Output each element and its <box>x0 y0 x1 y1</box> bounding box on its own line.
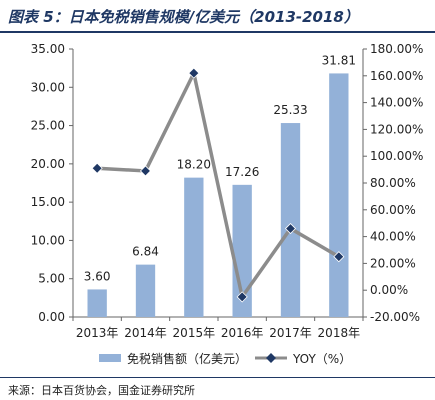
right-tick-label: -20.00% <box>370 310 420 324</box>
right-tick-label: 100.00% <box>370 149 423 163</box>
bar <box>232 184 252 317</box>
bar <box>329 73 349 317</box>
yoy-point <box>188 67 200 79</box>
yoy-point <box>236 291 248 303</box>
legend-line-label: YOY（%） <box>292 352 351 366</box>
bar-data-label: 6.84 <box>132 245 159 259</box>
bar <box>280 123 301 317</box>
footer-divider <box>0 377 435 378</box>
figure-header: 图表 5：日本免税销售规模/亿美元（2013-2018） <box>0 0 435 34</box>
right-tick-label: 140.00% <box>370 96 423 110</box>
right-tick-label: 160.00% <box>370 69 423 83</box>
right-tick-label: 120.00% <box>370 122 423 136</box>
right-tick-label: 0.00% <box>370 283 408 297</box>
legend-bar-swatch <box>99 354 121 362</box>
bar <box>135 264 156 317</box>
bars-layer: 3.60 6.84 18.20 17.26 25.33 31.81 <box>84 53 356 317</box>
header-divider <box>0 31 435 33</box>
bar <box>87 289 107 317</box>
bar-data-label: 17.26 <box>225 165 259 179</box>
combo-chart: 0.00 5.00 10.00 15.00 20.00 25.00 30.00 35.00 -2… <box>31 42 424 366</box>
figure-title: 图表 5：日本免税销售规模/亿美元（2013-2018） <box>8 8 359 26</box>
x-tick-label: 2015年 <box>173 326 216 340</box>
yoy-point <box>139 165 152 177</box>
right-tick-label: 60.00% <box>370 203 416 217</box>
legend-bar-label: 免税销售额（亿美元） <box>127 351 247 366</box>
left-tick-label: 30.00 <box>31 80 65 94</box>
axes-layer: 0.00 5.00 10.00 15.00 20.00 25.00 30.00 35.00 -2… <box>31 42 424 340</box>
left-tick-label: 10.00 <box>31 233 65 247</box>
x-tick-label: 2016年 <box>221 326 264 340</box>
yoy-point <box>284 222 297 235</box>
right-tick-label: 180.00% <box>370 42 423 56</box>
yoy-point <box>91 162 103 174</box>
yoy-point <box>333 251 345 263</box>
bar-data-label: 31.81 <box>322 53 356 67</box>
right-tick-label: 40.00% <box>370 230 416 244</box>
bar-data-label: 3.60 <box>84 269 111 283</box>
left-tick-label: 15.00 <box>31 195 65 209</box>
yoy-line <box>97 71 340 299</box>
right-tick-label: 80.00% <box>370 176 416 190</box>
right-tick-label: 20.00% <box>370 256 416 270</box>
line-layer <box>91 67 345 303</box>
x-tick-label: 2017年 <box>269 326 312 340</box>
left-tick-label: 5.00 <box>38 272 65 286</box>
x-tick-label: 2014年 <box>124 326 167 340</box>
x-tick-label: 2013年 <box>76 326 119 340</box>
bar-data-label: 25.33 <box>273 103 307 117</box>
bar-data-label: 18.20 <box>177 158 211 172</box>
x-tick-label: 2018年 <box>318 326 361 340</box>
legend-line-marker <box>266 353 276 363</box>
legend: 免税销售额（亿美元） YOY（%） <box>99 351 351 366</box>
bar <box>184 177 204 317</box>
left-tick-label: 35.00 <box>31 42 65 56</box>
left-tick-label: 0.00 <box>38 310 65 324</box>
left-tick-label: 25.00 <box>31 119 65 133</box>
left-tick-label: 20.00 <box>31 157 65 171</box>
figure-source: 来源：日本百货协会，国金证券研究所 <box>8 384 195 397</box>
